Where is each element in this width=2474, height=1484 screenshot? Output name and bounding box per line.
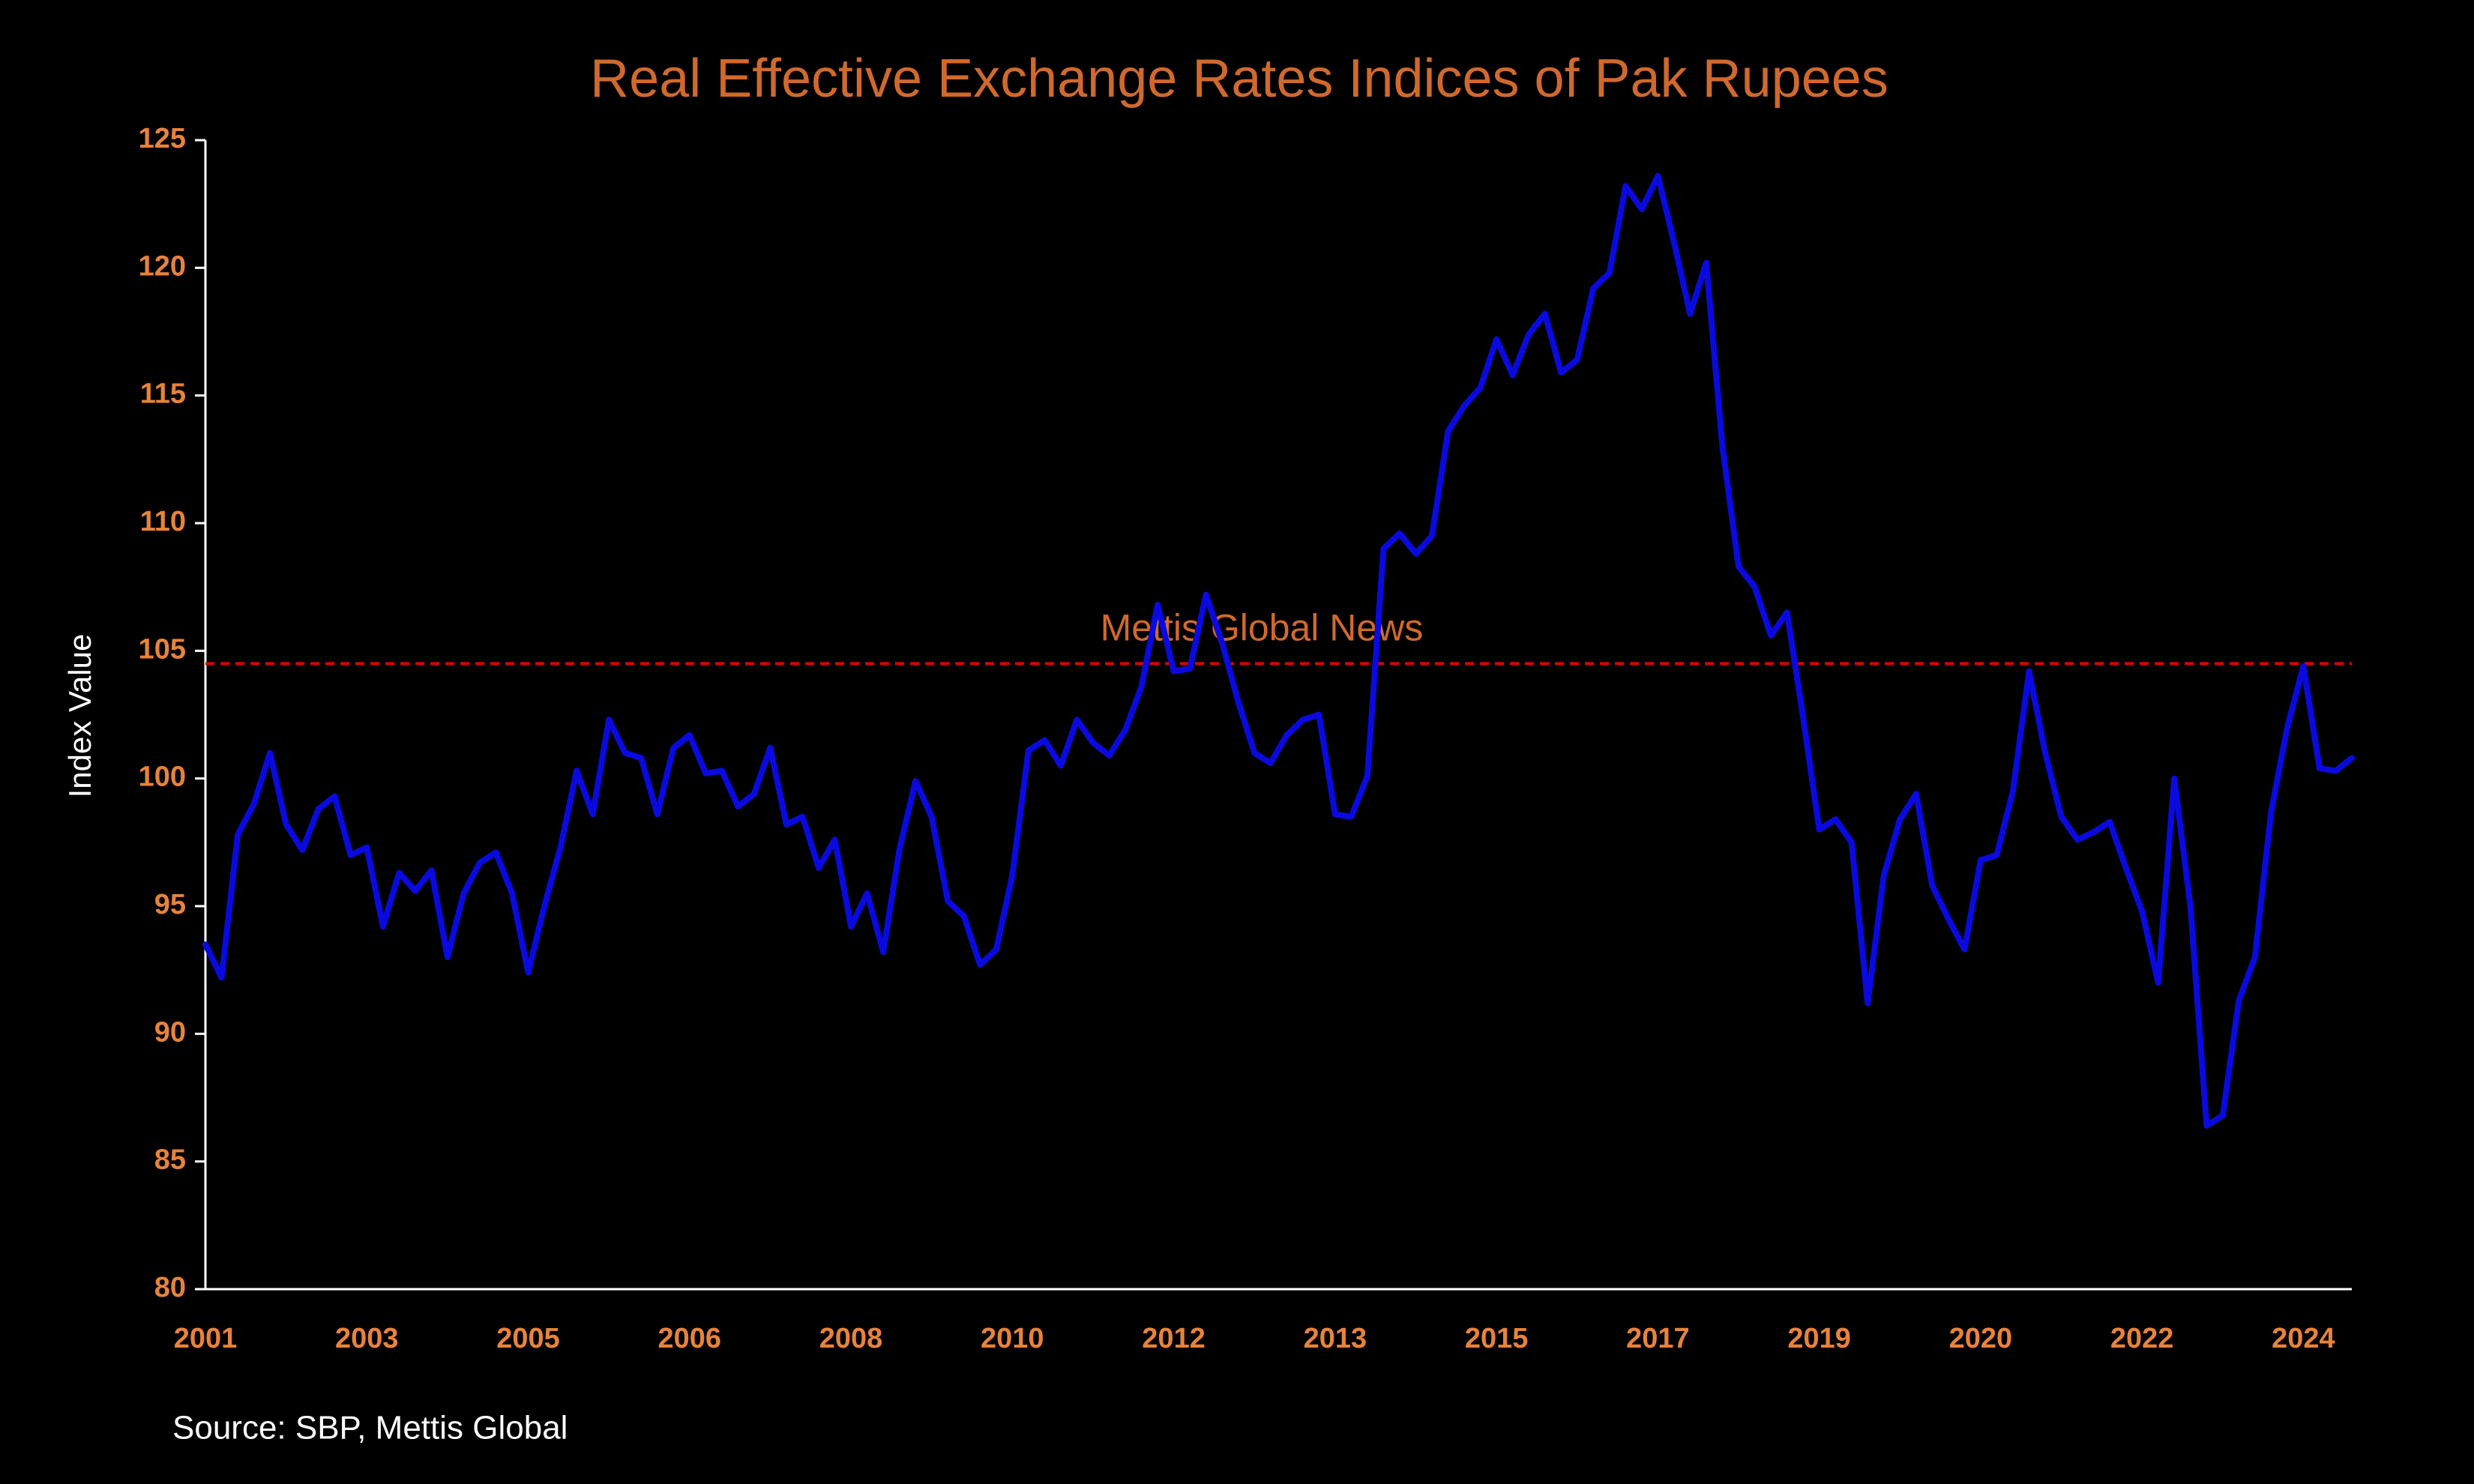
x-tick-label: 2015 (1465, 1323, 1529, 1354)
x-tick-label: 2010 (981, 1323, 1044, 1354)
x-tick-label: 2020 (1949, 1323, 2013, 1354)
data-line (202, 172, 2355, 1129)
chart-title: Real Effective Exchange Rates Indices of… (590, 49, 1888, 109)
y-tick-label: 85 (154, 1144, 186, 1176)
y-tick-label: 100 (139, 761, 186, 793)
y-tick-label: 115 (140, 378, 186, 410)
x-tick-label: 2019 (1787, 1323, 1851, 1354)
y-tick-label: 105 (139, 633, 186, 665)
y-tick-label: 125 (139, 123, 186, 154)
x-tick-label: 2017 (1626, 1323, 1690, 1354)
x-tick-label: 2013 (1304, 1323, 1367, 1354)
y-tick-label: 110 (140, 506, 186, 537)
y-tick-label: 80 (154, 1272, 186, 1303)
x-tick-label: 2005 (496, 1323, 560, 1354)
y-axis-label: Index Value (62, 634, 97, 798)
y-tick-label: 95 (154, 889, 186, 920)
y-tick-label: 90 (154, 1016, 186, 1048)
x-tick-label: 2024 (2272, 1323, 2335, 1354)
x-tick-label: 2006 (658, 1323, 722, 1354)
source-note: Source: SBP, Mettis Global (172, 1410, 568, 1447)
x-tick-label: 2001 (174, 1323, 238, 1354)
x-tick-label: 2003 (335, 1323, 399, 1354)
x-tick-label: 2022 (2110, 1323, 2174, 1354)
x-tick-label: 2012 (1142, 1323, 1206, 1354)
y-tick-label: 120 (139, 250, 186, 282)
x-tick-label: 2008 (819, 1323, 883, 1354)
